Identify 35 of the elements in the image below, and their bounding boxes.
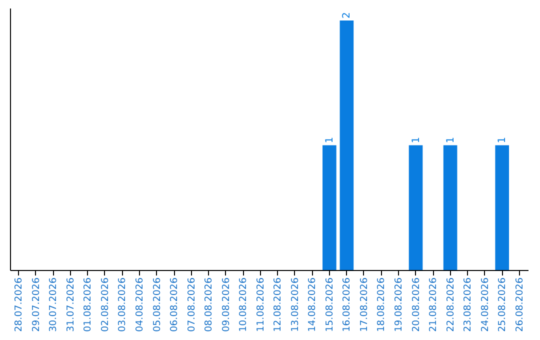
x-tick-label: 13.08.2026 <box>290 278 301 332</box>
x-tick-label: 03.08.2026 <box>117 278 128 332</box>
x-tick-label: 10.08.2026 <box>238 278 250 332</box>
x-tick-label: 06.08.2026 <box>169 278 180 332</box>
x-tick-label: 18.08.2026 <box>376 278 388 332</box>
x-tick-label: 17.08.2026 <box>358 278 370 332</box>
x-tick-label: 31.07.2026 <box>65 278 76 332</box>
x-tick-label: 29.07.2026 <box>30 278 42 332</box>
x-tick-label: 30.07.2026 <box>48 278 60 332</box>
x-tick-label: 11.08.2026 <box>255 278 266 332</box>
x-tick-label: 23.08.2026 <box>462 278 474 332</box>
x-tick-label: 07.08.2026 <box>186 278 198 332</box>
x-tick-label: 08.08.2026 <box>204 278 215 332</box>
x-tick-label: 22.08.2026 <box>445 278 456 332</box>
x-tick-label: 15.08.2026 <box>324 278 336 332</box>
data-label: 1 <box>324 136 336 144</box>
x-tick-label: 01.08.2026 <box>82 278 94 332</box>
x-tick-label: 24.08.2026 <box>480 278 491 332</box>
x-tick-label: 05.08.2026 <box>152 278 163 332</box>
x-tick-label: 12.08.2026 <box>272 278 284 332</box>
x-tick-label: 16.08.2026 <box>342 278 353 332</box>
x-tick-label: 14.08.2026 <box>307 278 318 332</box>
x-tick-label: 20.08.2026 <box>410 278 422 332</box>
data-label: 1 <box>445 136 456 144</box>
data-label: 2 <box>342 12 353 18</box>
x-tick-label: 25.08.2026 <box>497 278 508 332</box>
x-tick-label: 04.08.2026 <box>134 278 146 332</box>
x-tick-label: 28.07.2026 <box>14 278 25 332</box>
data-label: 1 <box>497 136 508 144</box>
x-tick-label: 19.08.2026 <box>394 278 404 332</box>
data-label: 1 <box>410 136 422 144</box>
x-tick-label: 21.08.2026 <box>428 278 440 332</box>
x-tick-label: 09.08.2026 <box>220 278 232 332</box>
x-tick-label: 26.08.2026 <box>514 278 526 332</box>
x-tick-label: 02.08.2026 <box>100 278 111 332</box>
